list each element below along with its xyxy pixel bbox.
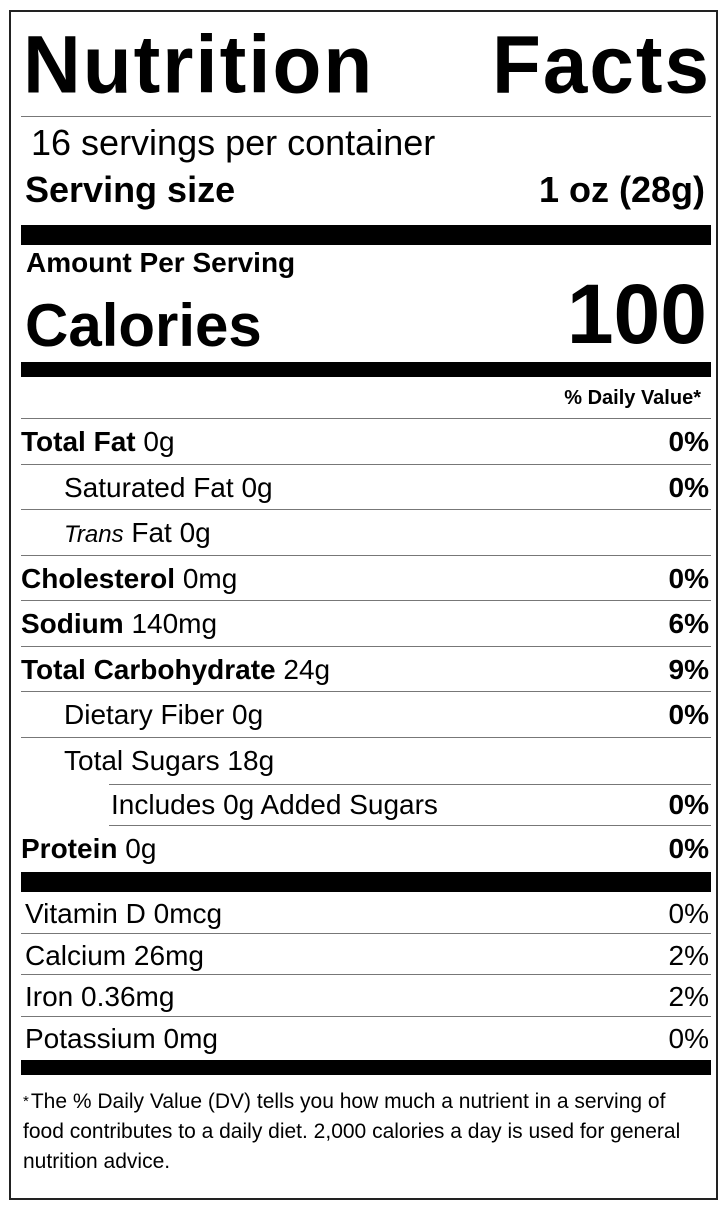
nutrient-row-sodium: Sodium 140mg 6% [21,601,711,647]
nutrient-name: Dietary Fiber [64,699,225,730]
nutrient-name-suffix: Fat [131,517,172,548]
footnote-marker: * [23,1092,29,1110]
nutrient-name: Total Sugars [64,744,220,776]
nutrient-amount: 140mg [131,608,218,639]
vitamin-row-iron: Iron 0.36mg 2% [21,975,711,1017]
vitamin-name: Vitamin D [25,898,146,929]
footnote-text: The % Daily Value (DV) tells you how muc… [23,1089,681,1173]
serving-size-label: Serving size [25,169,236,210]
nutrition-facts-label: Nutrition Facts 16 servings per containe… [9,10,718,1200]
nutrient-name: Saturated Fat [64,471,234,503]
nutrient-amount: 0g [241,471,273,503]
nutrient-row-total-fat: Total Fat 0g 0% [21,419,711,465]
footnote: *The % Daily Value (DV) tells you how mu… [21,1075,711,1177]
thick-divider [21,225,711,245]
divider [21,116,711,117]
nutrient-row-total-carbohydrate: Total Carbohydrate 24g 9% [21,647,711,692]
nutrient-dv: 0% [668,471,709,503]
vitamin-dv: 0% [668,898,709,929]
calories-label: Calories [25,292,262,359]
nutrient-dv: 0% [668,788,709,820]
vitamin-dv: 0% [668,1022,709,1054]
nutrient-name: Includes 0g Added Sugars [111,788,438,820]
nutrient-amount: 18g [227,744,275,776]
nutrient-row-total-sugars: Total Sugars 18g [21,738,711,784]
nutrient-row-protein: Protein 0g 0% [21,826,711,872]
nutrient-name: Cholesterol [21,562,176,594]
daily-value-header: % Daily Value* [21,377,711,419]
nutrient-dv: 9% [668,653,709,685]
calories-value: 100 [566,267,707,361]
nutrient-dv: 0% [668,426,709,457]
title-word: Nutrition [23,19,375,110]
vitamin-name: Calcium [25,939,127,971]
vitamin-row-calcium: Calcium 26mg 2% [21,934,711,975]
vitamin-row-vitamin-d: Vitamin D 0mcg 0% [21,892,711,934]
nutrient-name: Sodium [21,608,124,639]
servings-per-container: 16 servings per container [31,122,436,163]
thick-divider [21,872,711,892]
vitamin-dv: 2% [668,981,709,1012]
nutrient-amount: 0g [232,699,264,730]
vitamin-dv: 2% [668,939,709,971]
vitamin-amount: 0mcg [153,898,223,929]
nutrient-row-added-sugars: Includes 0g Added Sugars 0% [109,783,711,826]
label-title: Nutrition Facts [21,12,711,116]
calories-row: Calories 100 [21,267,711,362]
thick-divider [21,362,711,377]
nutrient-row-trans-fat: Trans Fat 0g [21,510,711,556]
vitamin-name: Iron [25,981,74,1012]
nutrient-row-saturated-fat: Saturated Fat 0g 0% [21,465,711,510]
serving-size: Serving size 1 oz (28g) [21,167,711,225]
vitamin-amount: 0mg [163,1022,218,1054]
vitamin-amount: 26mg [133,939,204,971]
thick-divider [21,1059,711,1075]
nutrient-dv: 0% [668,699,709,730]
nutrient-row-dietary-fiber: Dietary Fiber 0g 0% [21,692,711,738]
nutrient-amount: 0g [125,833,157,864]
nutrient-dv: 0% [668,562,709,594]
nutrient-amount: 24g [283,653,331,685]
nutrient-dv: 6% [668,608,709,639]
serving-size-value: 1 oz (28g) [538,169,705,210]
nutrient-dv: 0% [668,833,709,864]
vitamin-row-potassium: Potassium 0mg 0% [21,1017,711,1060]
nutrient-name: Total Fat [21,426,136,457]
title-word: Facts [492,19,711,110]
nutrient-amount: 0mg [182,562,238,594]
vitamin-amount: 0.36mg [81,981,175,1012]
vitamin-name: Potassium [25,1022,156,1054]
nutrient-row-cholesterol: Cholesterol 0mg 0% [21,556,711,601]
nutrient-amount: 0g [143,426,175,457]
nutrient-amount: 0g [179,517,211,548]
amount-per-serving: Amount Per Serving [26,247,296,278]
nutrient-name: Protein [21,833,118,864]
nutrient-name: Trans [64,521,124,548]
nutrient-name: Total Carbohydrate [21,653,276,685]
